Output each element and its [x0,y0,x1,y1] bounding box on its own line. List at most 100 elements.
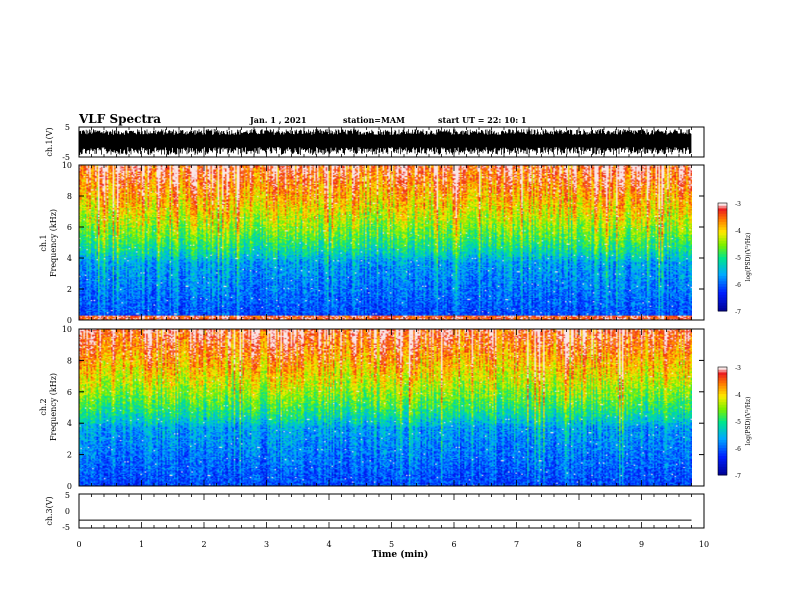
ch2-spectrogram-ylabel-line2: Frequency (kHz) [49,373,58,441]
ch2-colorbar-cell [718,442,727,446]
ch2-colorbar-cell [718,421,727,425]
ch3-ytick-mid: 0 [65,507,70,516]
ch3-voltage-panel: 5 0 -5 ch.3(V) [45,491,705,532]
x-tick-label: 8 [576,540,581,549]
ch1-spectrogram-ytick-label: 2 [67,285,72,294]
x-tick-label: 0 [76,540,81,549]
ch1-colorbar-tick: -4 [735,228,741,235]
x-tick-label: 1 [139,540,144,549]
ch1-colorbar-cell [718,284,727,288]
ch3-ytick-bottom: -5 [62,523,70,532]
ch2-colorbar-cell [718,367,727,371]
ch1-colorbar-cell [718,273,727,277]
ch2-colorbar-cell [718,437,727,441]
ch1-spectrogram-ytick-label: 8 [67,192,72,201]
ch1-ytick-bottom: -5 [62,153,70,162]
ch2-colorbar-cell [718,429,727,433]
ch1-colorbar-cell [718,300,727,304]
ch1-colorbar-cell [718,246,727,250]
ch2-colorbar-cell [718,426,727,430]
ch1-colorbar-cell [718,230,727,234]
ch2-colorbar-cell [718,396,727,400]
ch2-colorbar-cell [718,369,727,373]
ch2-colorbar-cell [718,445,727,449]
ch1-colorbar-cell [718,235,727,239]
ch1-colorbar-cell [718,203,727,207]
ch2-colorbar-cell [718,450,727,454]
x-axis-tick-labels: 0 1 2 3 4 5 6 7 8 9 10 [76,540,709,549]
ch1-colorbar-tick: -7 [735,309,741,316]
ch2-spectrogram-ytick-label: 10 [62,325,72,334]
ch2-colorbar-cell [718,456,727,460]
ch2-colorbar-tick: -5 [735,419,741,426]
ch1-spectrogram-ylabel-line2: Frequency (kHz) [49,209,58,277]
ch1-colorbar-cell [718,278,727,282]
ch1-colorbar-cell [718,240,727,244]
ch1-colorbar-cell [718,259,727,263]
ch2-colorbar-cell [718,472,727,476]
ch1-voltage-panel: 5 -5 ch.1(V) [45,123,705,162]
ch1-colorbar-tick: -3 [735,201,741,208]
ch2-spectrogram-ytick-label: 4 [67,419,72,428]
ch3-ytick-top: 5 [65,491,70,500]
ch2-colorbar-tick: -6 [735,446,741,453]
station-label: station=MAM [343,115,405,125]
ch1-colorbar-cell [718,224,727,228]
ch1-colorbar-cell [718,292,727,296]
ch2-spectrogram-ytick-label: 6 [67,388,72,397]
ch2-colorbar-cell [718,375,727,379]
ch1-colorbar-cell [718,232,727,236]
x-axis-label: Time (min) [372,549,429,560]
ch1-colorbar-cell [718,254,727,258]
x-tick-label: 4 [326,540,331,549]
ch2-spectrogram-image [79,329,692,486]
ch1-voltage-trace [78,129,692,155]
ch1-spectrogram-image [79,165,692,320]
ch1-colorbar: -3 -4 -5 -6 -7 log(PSD)(V²/Hz) [717,201,752,316]
ch1-ytick-top: 5 [65,123,70,132]
ch1-voltage-trace-path [78,129,692,155]
ch1-colorbar-tick: -6 [735,282,741,289]
x-tick-label: 10 [699,540,709,549]
ch2-colorbar: -3 -4 -5 -6 -7 log(PSD)(V²/Hz) [717,365,752,480]
ch1-colorbar-cell [718,205,727,209]
ch2-colorbar-cell [718,469,727,473]
ch2-colorbar-cell [718,377,727,381]
ch2-spectrogram-ytick-label: 2 [67,451,72,460]
ch2-colorbar-cell [718,418,727,422]
ch2-colorbar-cell [718,407,727,411]
ch2-spectrogram-ytick-label: 0 [67,482,72,491]
ch2-colorbar-cell [718,464,727,468]
ch2-colorbar-cell [718,391,727,395]
ch1-colorbar-cell [718,238,727,242]
x-tick-label: 2 [201,540,206,549]
ch1-colorbar-frame [717,202,728,312]
ch1-colorbar-cell [718,297,727,301]
ch2-colorbar-cell [718,410,727,414]
ch1-colorbar-cell [718,275,727,280]
ch2-colorbar-tick: -3 [735,365,741,372]
ch2-colorbar-cell [718,466,727,471]
ch1-colorbar-cell [718,219,727,223]
ch1-spectrogram-panel: 10 8 6 4 2 0 ch.1 Frequency (kHz) -3 -4 -5 -6 -7 l… [39,161,752,325]
x-tick-label: 9 [639,540,644,549]
ch1-spectrogram-ytick-label: 10 [62,161,72,170]
ch2-colorbar-frame [717,366,728,476]
ch2-colorbar-cell [718,458,727,462]
start-time-label: start UT = 22: 10: 1 [438,115,527,125]
x-tick-label: 7 [514,540,519,549]
date-label: Jan. 1 , 2021 [249,115,307,125]
ch2-colorbar-cell [718,380,727,384]
ch1-spectrogram-ytick-label: 6 [67,223,72,232]
ch2-colorbar-cell [718,412,727,417]
ch2-colorbar-cell [718,372,727,376]
ch1-colorbar-cell [718,267,727,271]
ch2-colorbar-cell [718,461,727,465]
ch1-colorbar-cell [718,270,727,274]
ch2-colorbar-label: log(PSD)(V²/Hz) [745,397,752,446]
ch1-colorbar-cell [718,211,727,215]
ch1-colorbar-cell [718,286,727,290]
figure-title: VLF Spectra [78,112,161,126]
ch1-colorbar-cell [718,213,727,217]
ch1-colorbar-label: log(PSD)(V²/Hz) [745,233,752,282]
